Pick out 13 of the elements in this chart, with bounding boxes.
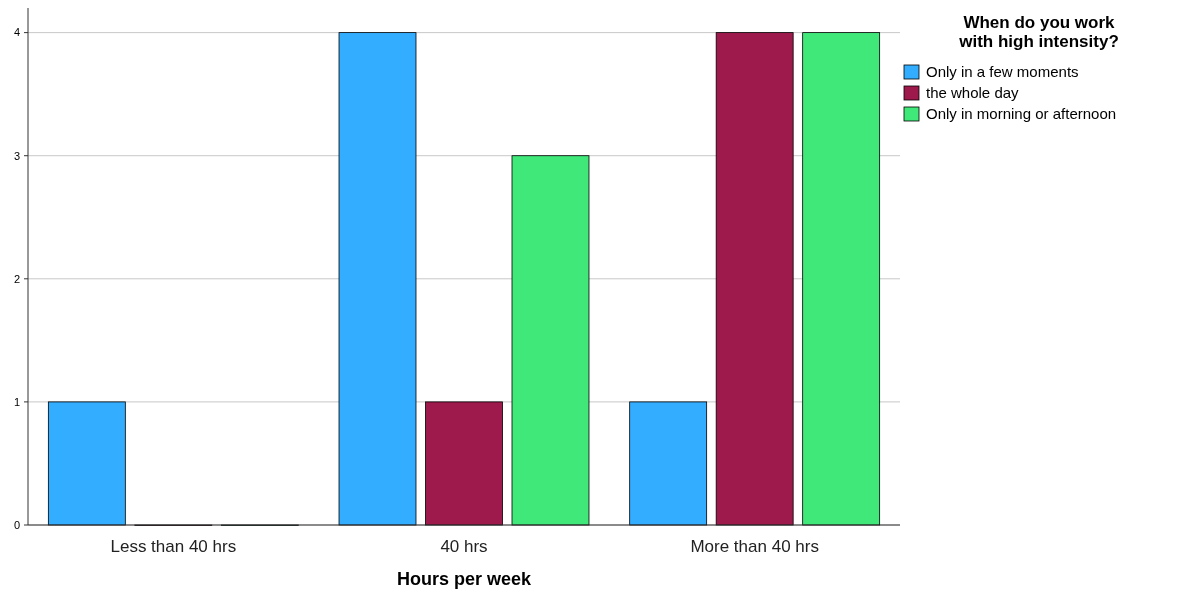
y-tick-label: 4 xyxy=(13,26,20,39)
y-tick-label: 2 xyxy=(13,272,20,285)
x-axis-title: Hours per week xyxy=(396,569,533,589)
legend-title: When do you work with high intensity? xyxy=(958,13,1119,51)
y-tick-label: 0 xyxy=(13,518,20,531)
y-tick-label: 3 xyxy=(13,149,20,162)
x-tick-label: 40 hrs xyxy=(440,537,488,556)
legend-label: Only in a few moments xyxy=(926,63,1079,80)
y-tick-label: 1 xyxy=(13,395,20,408)
legend-label: the whole day xyxy=(926,84,1020,101)
x-tick-label: More than 40 hrs xyxy=(690,537,819,556)
x-tick-label: Less than 40 hrs xyxy=(110,537,237,556)
legend-label: Only in morning or afternoon xyxy=(926,105,1117,122)
